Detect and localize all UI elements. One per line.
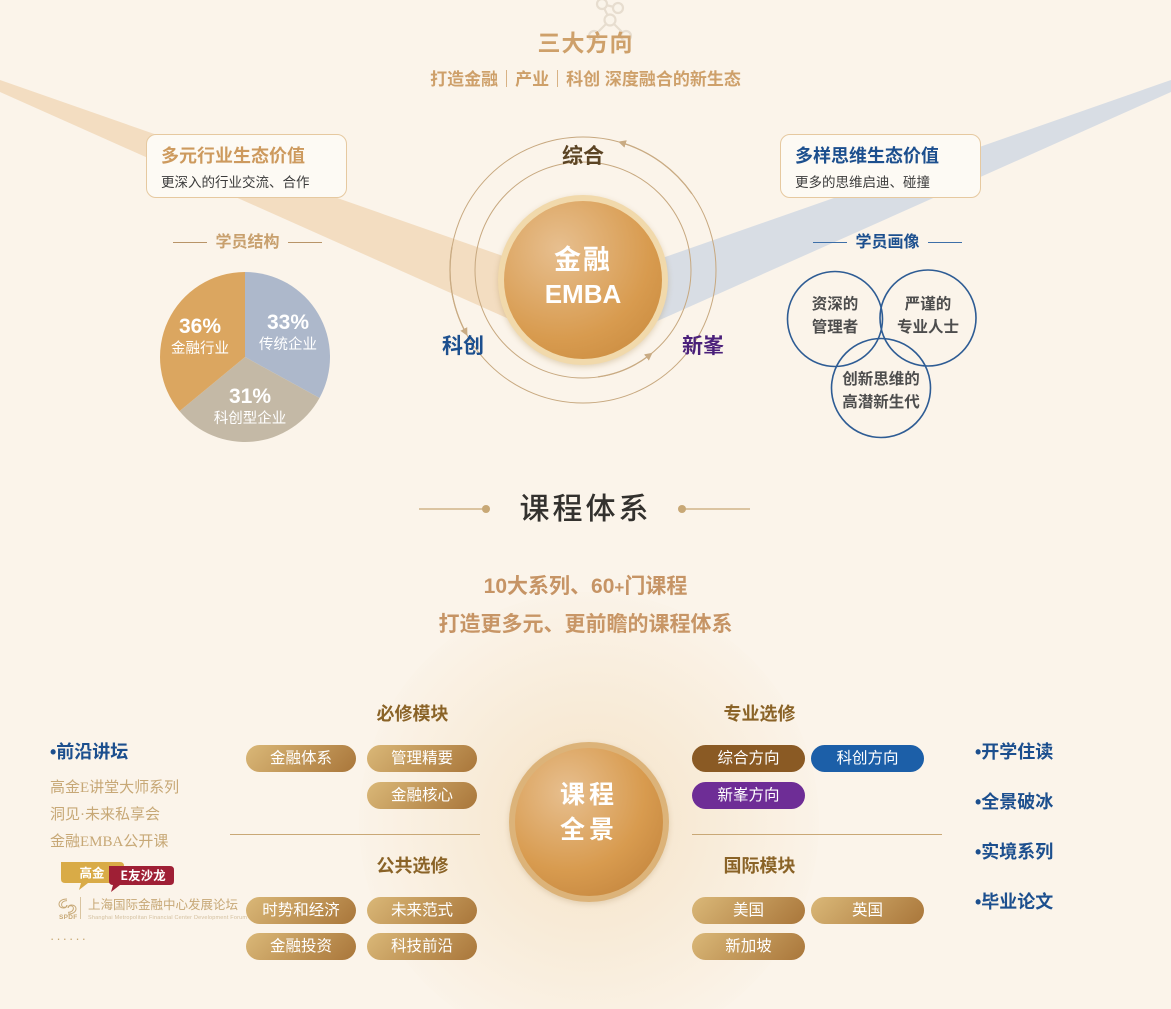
svg-text:E友沙龙: E友沙龙 bbox=[120, 865, 166, 884]
svg-text:高金: 高金 bbox=[79, 863, 105, 882]
